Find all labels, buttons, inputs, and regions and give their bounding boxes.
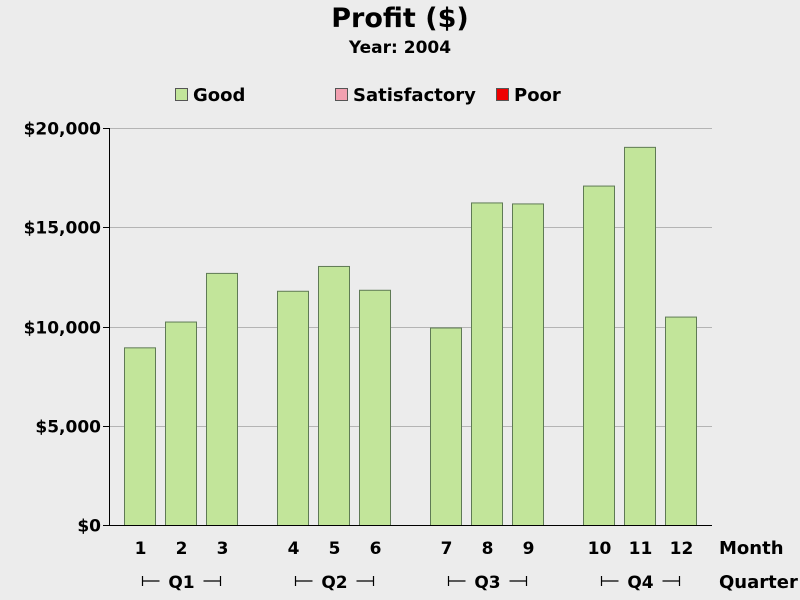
bar-month-5 — [318, 265, 350, 526]
x-tick-label: 2 — [176, 539, 188, 559]
legend-swatch-good — [175, 88, 188, 101]
gridlines — [109, 128, 712, 427]
x-tick-label: 1 — [135, 539, 147, 559]
bars — [124, 146, 697, 527]
axes — [109, 128, 712, 526]
legend-label: Satisfactory — [353, 85, 476, 106]
chart-subtitle: Year: 2004 — [348, 38, 451, 58]
x-tick-label: 8 — [482, 539, 494, 559]
x-tick-label: 11 — [629, 539, 653, 559]
quarter-groups: Q1 Q2 Q3 Q4 — [141, 573, 681, 593]
bar-month-7 — [430, 327, 462, 526]
bar-month-6 — [359, 289, 391, 526]
bar-month-1 — [124, 347, 156, 526]
bar-month-9 — [512, 203, 544, 526]
x-tick-label: 9 — [523, 539, 535, 559]
y-tick-label: $10,000 — [24, 319, 102, 339]
legend-swatch-satisfactory — [335, 88, 348, 101]
bar-month-4 — [277, 290, 309, 526]
x-tick-label: 5 — [329, 539, 341, 559]
y-tick-labels: $0 $5,000 $10,000 $15,000 $20,000 — [24, 120, 109, 537]
group-axis-label: Quarter — [719, 572, 798, 593]
bar-month-10 — [583, 185, 615, 526]
legend-swatch-poor — [496, 88, 509, 101]
quarter-label: Q4 — [627, 573, 653, 593]
x-tick-label: 7 — [441, 539, 453, 559]
y-tick-label: $0 — [77, 517, 101, 537]
legend: Good Satisfactory Poor — [175, 85, 561, 106]
bar-month-8 — [471, 202, 503, 526]
chart-title: Profit ($) — [331, 3, 468, 34]
x-tick-label: 10 — [588, 539, 612, 559]
bar-month-12 — [665, 316, 697, 527]
quarter-label: Q3 — [474, 573, 500, 593]
y-tick-label: $20,000 — [24, 120, 102, 140]
quarter-label: Q2 — [321, 573, 347, 593]
x-tick-label: 3 — [217, 539, 229, 559]
x-tick-labels: 1 2 3 4 5 6 7 8 9 10 11 12 — [135, 539, 694, 559]
bar-month-2 — [165, 321, 197, 526]
legend-label: Good — [193, 85, 245, 106]
x-tick-label: 12 — [670, 539, 694, 559]
legend-label: Poor — [514, 85, 561, 106]
quarter-label: Q1 — [168, 573, 194, 593]
bar-month-11 — [624, 146, 656, 526]
x-tick-label: 4 — [288, 539, 300, 559]
x-tick-label: 6 — [370, 539, 382, 559]
y-tick-label: $15,000 — [24, 219, 102, 239]
x-axis-label: Month — [719, 538, 784, 559]
y-tick-label: $5,000 — [35, 418, 101, 438]
bar-month-3 — [206, 272, 238, 526]
